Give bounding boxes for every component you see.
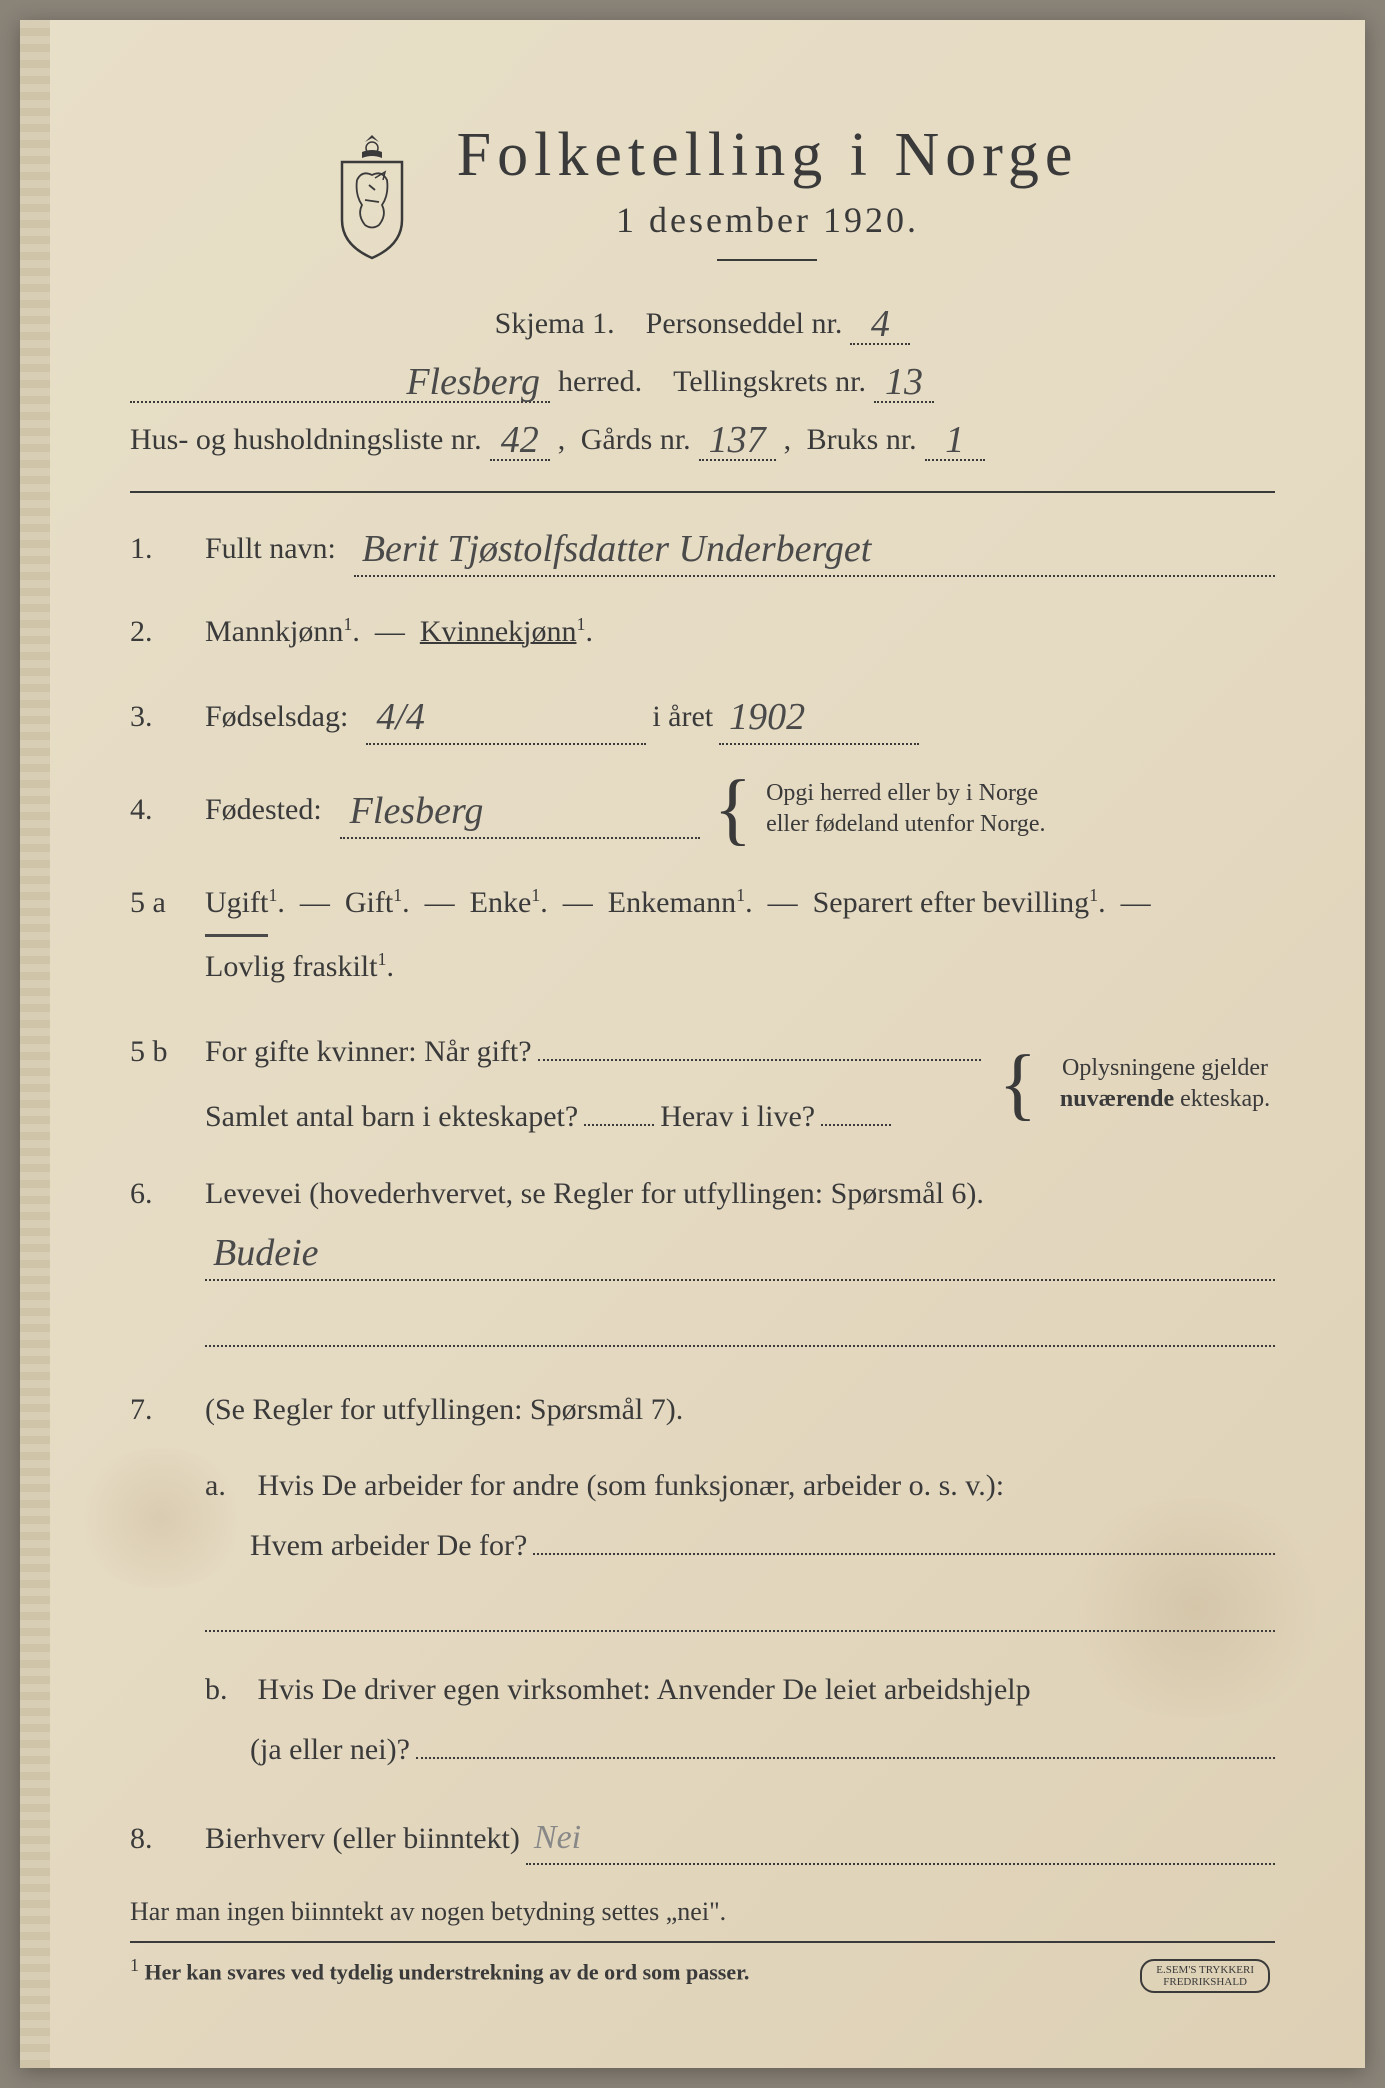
main-title: Folketelling i Norge xyxy=(457,120,1079,191)
q1-value: Berit Tjøstolfsdatter Underberget xyxy=(362,528,871,570)
q5a-opt3: Enke1. xyxy=(470,886,548,919)
question-6: 6. Levevei (hovederhvervet, se Regler fo… xyxy=(130,1171,1275,1347)
q6-num: 6. xyxy=(130,1171,205,1216)
q5a-opt5: Separert efter bevilling1. xyxy=(813,886,1106,919)
q5b-label2: Samlet antal barn i ekteskapet? xyxy=(205,1094,578,1139)
q7a-text1: Hvis De arbeider for andre (som funksjon… xyxy=(258,1469,1005,1502)
q3-day: 4/4 xyxy=(376,696,425,738)
census-date: 1 desember 1920. xyxy=(457,199,1079,241)
schema-label: Skjema 1. xyxy=(495,307,615,341)
brace-icon: { xyxy=(714,777,752,841)
q4-hint: Opgi herred eller by i Norge eller fødel… xyxy=(766,778,1086,840)
q7b-label: b. xyxy=(205,1660,250,1720)
gards-label: Gårds nr. xyxy=(581,423,691,457)
footnote: 1 Her kan svares ved tydelig understrekn… xyxy=(130,1955,1275,1985)
tellingskrets-label: Tellingskrets nr. xyxy=(673,365,866,399)
question-5a: 5 a Ugift1. — Gift1. — Enke1. — Enkemann… xyxy=(130,873,1275,997)
husliste-nr: 42 xyxy=(501,419,539,461)
q1-label: Fullt navn: xyxy=(205,526,336,571)
document-header: Folketelling i Norge 1 desember 1920. xyxy=(130,120,1275,279)
question-8: 8. Bierhverv (eller biinntekt) Nei xyxy=(130,1812,1275,1865)
section-divider xyxy=(130,491,1275,493)
printer-mark: E.SEM'S TRYKKERI FREDRIKSHALD xyxy=(1140,1959,1270,1993)
printer-line1: E.SEM'S TRYKKERI xyxy=(1156,1964,1254,1976)
q5a-opt1-selected: Ugift xyxy=(205,873,268,937)
question-4: 4. Fødested: Flesberg { Opgi herred elle… xyxy=(130,777,1275,841)
footnote-divider xyxy=(130,1941,1275,1943)
q2-opt2-selected: Kvinnekjønn xyxy=(420,615,577,648)
herred-value: Flesberg xyxy=(406,361,540,403)
q4-value: Flesberg xyxy=(350,790,484,832)
q5a-opt2: Gift1. xyxy=(345,886,410,919)
q5b-hint: Oplysningene gjelder nuværende ekteskap. xyxy=(1055,1053,1275,1115)
paper-stain xyxy=(1055,1498,1335,1718)
brace-icon: { xyxy=(999,1052,1037,1116)
q5a-opt6: Lovlig fraskilt1. xyxy=(205,950,394,983)
q4-label: Fødested: xyxy=(205,787,322,832)
question-2: 2. Mannkjønn1. — Kvinnekjønn1. xyxy=(130,609,1275,654)
printer-line2: FREDRIKSHALD xyxy=(1156,1976,1254,1988)
q7b-text1: Hvis De driver egen virksomhet: Anvender… xyxy=(258,1673,1031,1706)
bruks-nr: 1 xyxy=(945,419,964,461)
herred-label: herred. xyxy=(558,365,642,399)
q7-label: (Se Regler for utfyllingen: Spørsmål 7). xyxy=(205,1387,683,1432)
question-5b: 5 b For gifte kvinner: Når gift? Samlet … xyxy=(130,1029,1275,1139)
q1-num: 1. xyxy=(130,526,205,571)
meta-line-3: Hus- og husholdningsliste nr. 42 , Gårds… xyxy=(130,415,1275,461)
bruks-label: Bruks nr. xyxy=(807,423,917,457)
q6-label: Levevei (hovederhvervet, se Regler for u… xyxy=(205,1171,984,1216)
q2-num: 2. xyxy=(130,609,205,654)
q8-num: 8. xyxy=(130,1816,205,1861)
question-3: 3. Fødselsdag: 4/4 i året 1902 xyxy=(130,686,1275,745)
q5b-label1: For gifte kvinner: Når gift? xyxy=(205,1029,532,1074)
form-metadata: Skjema 1. Personseddel nr. 4 Flesberg he… xyxy=(130,299,1275,461)
q3-num: 3. xyxy=(130,694,205,739)
coat-of-arms-icon xyxy=(327,130,417,260)
q5b-label3: Herav i live? xyxy=(660,1094,815,1139)
q8-label: Bierhverv (eller biinntekt) xyxy=(205,1816,520,1861)
q6-value: Budeie xyxy=(213,1232,319,1274)
q3-label: Fødselsdag: xyxy=(205,694,348,739)
paper-stain xyxy=(70,1448,250,1588)
q5a-opt4: Enkemann1. xyxy=(608,886,753,919)
q8-value: Nei xyxy=(534,1819,581,1856)
q3-year-label: i året xyxy=(652,694,713,739)
divider xyxy=(717,259,817,261)
personseddel-nr: 4 xyxy=(871,303,890,345)
personseddel-label: Personseddel nr. xyxy=(646,307,843,341)
q7b-text2: (ja eller nei)? xyxy=(250,1720,410,1780)
census-form-document: Folketelling i Norge 1 desember 1920. Sk… xyxy=(20,20,1365,2068)
title-block: Folketelling i Norge 1 desember 1920. xyxy=(457,120,1079,279)
tellingskrets-nr: 13 xyxy=(885,361,923,403)
q7a-text2: Hvem arbeider De for? xyxy=(250,1516,527,1576)
husliste-label: Hus- og husholdningsliste nr. xyxy=(130,423,482,457)
meta-line-2: Flesberg herred. Tellingskrets nr. 13 xyxy=(130,357,1275,403)
q7-num: 7. xyxy=(130,1387,205,1432)
gards-nr: 137 xyxy=(709,419,766,461)
q2-opt1: Mannkjønn1. xyxy=(205,615,360,648)
q5b-num: 5 b xyxy=(130,1029,205,1074)
question-1: 1. Fullt navn: Berit Tjøstolfsdatter Und… xyxy=(130,518,1275,577)
q4-num: 4. xyxy=(130,787,205,832)
meta-line-1: Skjema 1. Personseddel nr. 4 xyxy=(130,299,1275,345)
q3-year: 1902 xyxy=(729,696,805,738)
q5a-num: 5 a xyxy=(130,880,205,925)
footer-note: Har man ingen biinntekt av nogen betydni… xyxy=(130,1897,1275,1927)
